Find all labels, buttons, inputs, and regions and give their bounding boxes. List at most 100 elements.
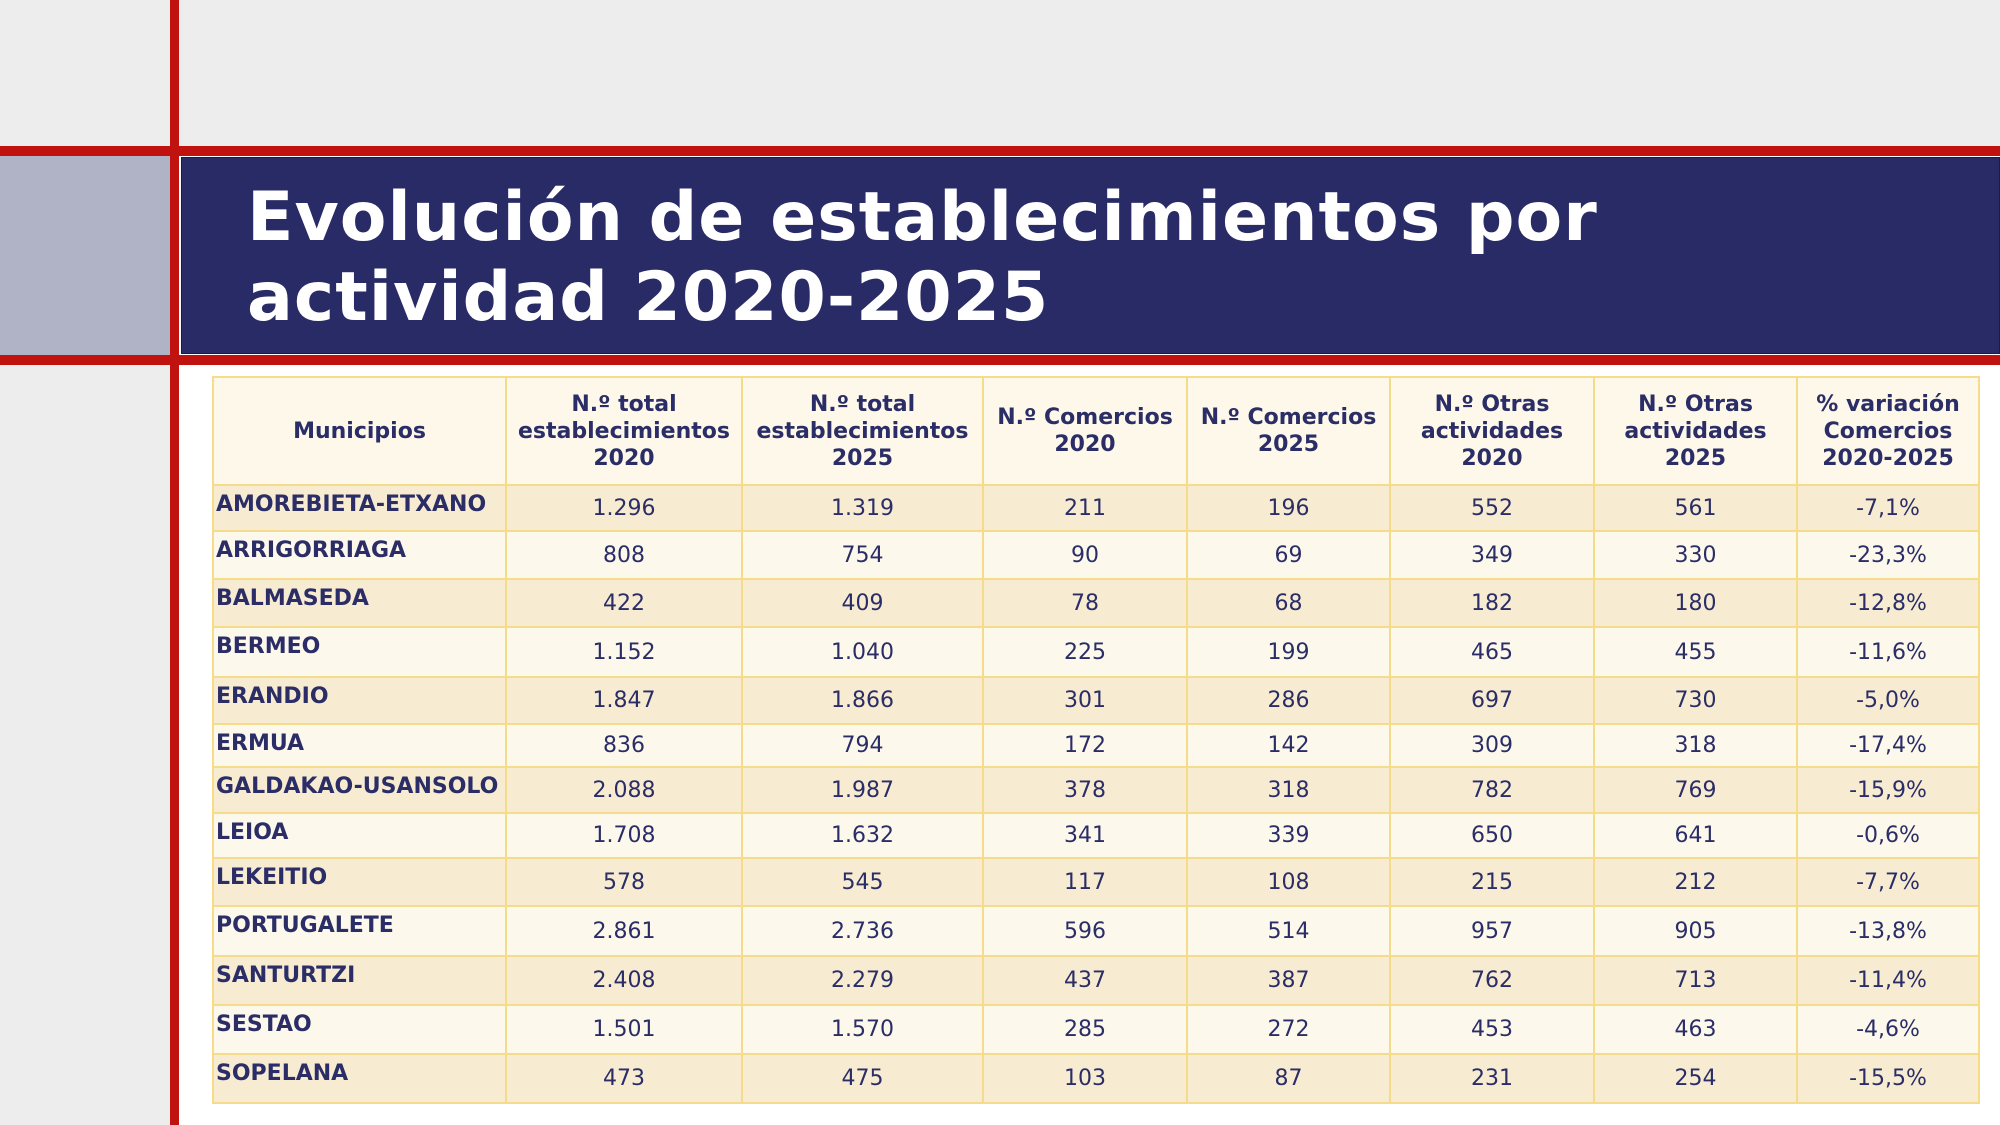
value-cell: 641 [1593,812,1798,859]
value-cell: 2.861 [505,905,743,957]
column-header: N.º Comercios 2025 [1186,376,1391,486]
value-cell: 387 [1186,955,1391,1006]
municipio-cell: LEKEITIO [212,857,507,907]
table-row: SANTURTZI 2.408 2.279 437 387 762 713 -11,4% [212,955,1980,1006]
table-row: SOPELANA 473 475 103 87 231 254 -15,5% [212,1053,1980,1104]
value-cell: 794 [741,723,984,768]
value-cell: -7,7% [1796,857,1980,907]
value-cell: 341 [982,812,1188,859]
value-cell: 1.501 [505,1004,743,1055]
value-cell: 545 [741,857,984,907]
value-cell: 596 [982,905,1188,957]
column-header: N.º Otras actividades 2020 [1389,376,1595,486]
column-header: Municipios [212,376,507,486]
value-cell: 286 [1186,676,1391,725]
value-cell: 272 [1186,1004,1391,1055]
value-cell: 215 [1389,857,1595,907]
value-cell: 231 [1389,1053,1595,1104]
establishments-table: Municipios N.º total establecimientos 202… [212,376,1980,1104]
page-title: Evolución de establecimientos por activi… [247,178,1598,337]
municipio-cell: GALDAKAO-USANSOLO [212,766,507,814]
value-cell: -15,9% [1796,766,1980,814]
value-cell: 339 [1186,812,1391,859]
value-cell: 455 [1593,626,1798,678]
value-cell: 409 [741,578,984,628]
table-row: ERMUA 836 794 172 142 309 318 -17,4% [212,723,1980,768]
value-cell: 957 [1389,905,1595,957]
value-cell: 808 [505,530,743,580]
value-cell: 103 [982,1053,1188,1104]
value-cell: 437 [982,955,1188,1006]
value-cell: 69 [1186,530,1391,580]
value-cell: 1.296 [505,484,743,532]
value-cell: 199 [1186,626,1391,678]
value-cell: 254 [1593,1053,1798,1104]
table-row: BERMEO 1.152 1.040 225 199 465 455 -11,6% [212,626,1980,678]
municipio-cell: ERANDIO [212,676,507,725]
table-row: ARRIGORRIAGA 808 754 90 69 349 330 -23,3% [212,530,1980,580]
value-cell: -11,4% [1796,955,1980,1006]
value-cell: 285 [982,1004,1188,1055]
red-vertical-rule [170,0,179,1125]
value-cell: 730 [1593,676,1798,725]
value-cell: 2.279 [741,955,984,1006]
value-cell: 463 [1593,1004,1798,1055]
value-cell: 90 [982,530,1188,580]
value-cell: 2.408 [505,955,743,1006]
value-cell: 318 [1593,723,1798,768]
value-cell: 330 [1593,530,1798,580]
value-cell: 475 [741,1053,984,1104]
value-cell: 172 [982,723,1188,768]
value-cell: 2.088 [505,766,743,814]
value-cell: -7,1% [1796,484,1980,532]
table-row: GALDAKAO-USANSOLO 2.088 1.987 378 318 782 769-… [212,766,1980,814]
value-cell: 769 [1593,766,1798,814]
municipio-cell: AMOREBIETA-ETXANO [212,484,507,532]
value-cell: 2.736 [741,905,984,957]
column-header: N.º total establecimientos 2020 [505,376,743,486]
value-cell: 1.866 [741,676,984,725]
value-cell: 117 [982,857,1188,907]
table-header-row: Municipios N.º total establecimientos 202… [212,376,1980,486]
value-cell: 552 [1389,484,1595,532]
value-cell: 378 [982,766,1188,814]
value-cell: -13,8% [1796,905,1980,957]
table-row: PORTUGALETE 2.861 2.736 596 514 957 905 -13,8% [212,905,1980,957]
value-cell: 225 [982,626,1188,678]
value-cell: -17,4% [1796,723,1980,768]
value-cell: 578 [505,857,743,907]
title-banner: Evolución de establecimientos por activi… [181,157,2000,354]
value-cell: 212 [1593,857,1798,907]
value-cell: 1.708 [505,812,743,859]
municipio-cell: SANTURTZI [212,955,507,1006]
value-cell: 78 [982,578,1188,628]
municipio-cell: PORTUGALETE [212,905,507,957]
value-cell: 465 [1389,626,1595,678]
table-row: BALMASEDA 422 409 78 68 182 180 -12,8% [212,578,1980,628]
column-header: N.º Otras actividades 2025 [1593,376,1798,486]
value-cell: 473 [505,1053,743,1104]
municipio-cell: BALMASEDA [212,578,507,628]
municipio-cell: BERMEO [212,626,507,678]
value-cell: 713 [1593,955,1798,1006]
value-cell: -4,6% [1796,1004,1980,1055]
value-cell: 762 [1389,955,1595,1006]
value-cell: 697 [1389,676,1595,725]
value-cell: 1.152 [505,626,743,678]
municipio-cell: SOPELANA [212,1053,507,1104]
value-cell: 561 [1593,484,1798,532]
value-cell: -23,3% [1796,530,1980,580]
municipio-cell: LEIOA [212,812,507,859]
value-cell: 1.847 [505,676,743,725]
value-cell: 650 [1389,812,1595,859]
column-header: N.º Comercios 2020 [982,376,1188,486]
red-horizontal-rule-bottom [0,355,2000,365]
value-cell: 1.570 [741,1004,984,1055]
value-cell: 301 [982,676,1188,725]
red-horizontal-rule-top [0,146,2000,156]
value-cell: 349 [1389,530,1595,580]
value-cell: -5,0% [1796,676,1980,725]
table-row: LEKEITIO 578 545 117 108 215 212 -7,7% [212,857,1980,907]
value-cell: 905 [1593,905,1798,957]
table-row: AMOREBIETA-ETXANO 1.296 1.319 211 196 552 561-… [212,484,1980,532]
